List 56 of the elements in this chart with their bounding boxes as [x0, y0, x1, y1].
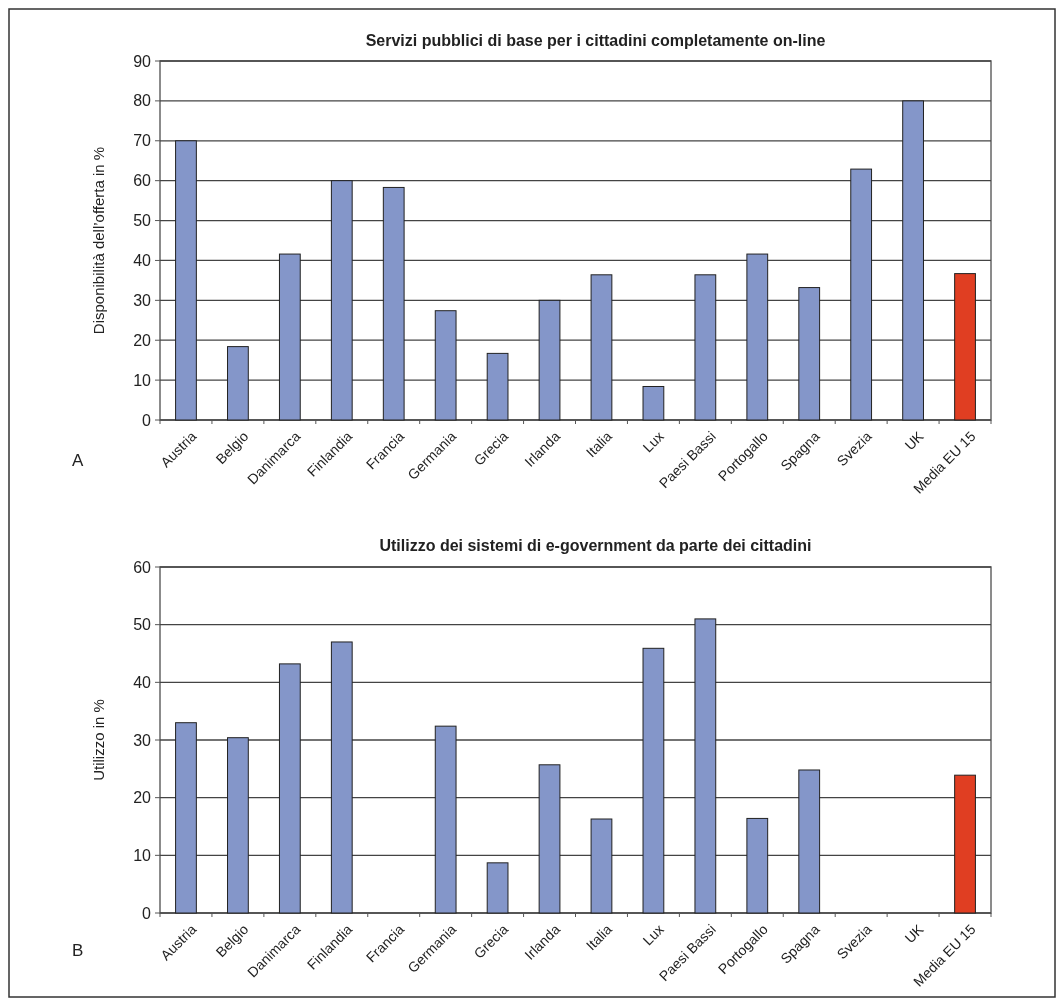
y-tick-label: 90 — [133, 52, 152, 70]
bar — [850, 168, 873, 421]
y-tick-label: 10 — [133, 371, 152, 389]
bar — [382, 186, 405, 421]
text: A — [72, 451, 84, 470]
bar — [642, 385, 665, 421]
y-tick-label: 60 — [133, 558, 152, 576]
chart-title: Servizi pubblici di base per i cittadini completamente on-line — [365, 32, 826, 49]
chart-title: Utilizzo dei sistemi di e-government da parte dei cittadini — [379, 537, 812, 554]
bar — [538, 299, 561, 421]
y-tick-label: 50 — [133, 616, 152, 634]
y-tick-label: 10 — [133, 846, 152, 864]
bar — [486, 862, 509, 914]
bar — [590, 274, 613, 421]
y-tick-label: 50 — [133, 212, 152, 230]
y-tick-label: 80 — [133, 92, 152, 110]
y-axis-title: Utilizzo in % — [90, 699, 107, 781]
bar — [954, 774, 976, 914]
y-tick-label: 60 — [133, 172, 152, 190]
bar — [954, 273, 976, 421]
bar — [746, 817, 769, 914]
bar — [642, 647, 665, 914]
bar — [538, 764, 561, 914]
bar — [434, 725, 457, 914]
bar — [278, 253, 301, 421]
y-axis-title: Disponibilità dell’offerta in % — [90, 146, 107, 335]
x-tick-label: Lux — [639, 921, 667, 949]
y-tick-label: 40 — [133, 251, 152, 269]
bar — [590, 818, 613, 914]
y-tick-label: 20 — [133, 789, 152, 807]
y-tick-label: 40 — [133, 673, 152, 691]
x-tick-label: Lux — [639, 428, 667, 456]
y-tick-label: 70 — [133, 132, 152, 150]
bar — [278, 663, 301, 914]
bar — [434, 310, 457, 421]
bar — [330, 641, 353, 914]
text: B — [72, 941, 84, 960]
bar — [227, 346, 249, 421]
y-tick-label: 0 — [142, 904, 152, 922]
bar — [798, 287, 821, 421]
y-tick-label: 30 — [133, 291, 152, 309]
bar — [330, 180, 353, 421]
bar — [175, 140, 197, 421]
bar — [175, 722, 197, 914]
bar — [227, 737, 249, 914]
y-tick-label: 30 — [133, 731, 152, 749]
bar — [486, 352, 509, 421]
y-tick-label: 20 — [133, 331, 152, 349]
bar — [902, 100, 924, 421]
bar — [746, 253, 769, 421]
y-tick-label: 0 — [142, 411, 152, 429]
bar — [694, 618, 717, 914]
x-tick-label: UK — [901, 920, 928, 947]
x-tick-label: UK — [901, 427, 928, 454]
bar — [694, 274, 717, 421]
bar — [798, 769, 821, 914]
